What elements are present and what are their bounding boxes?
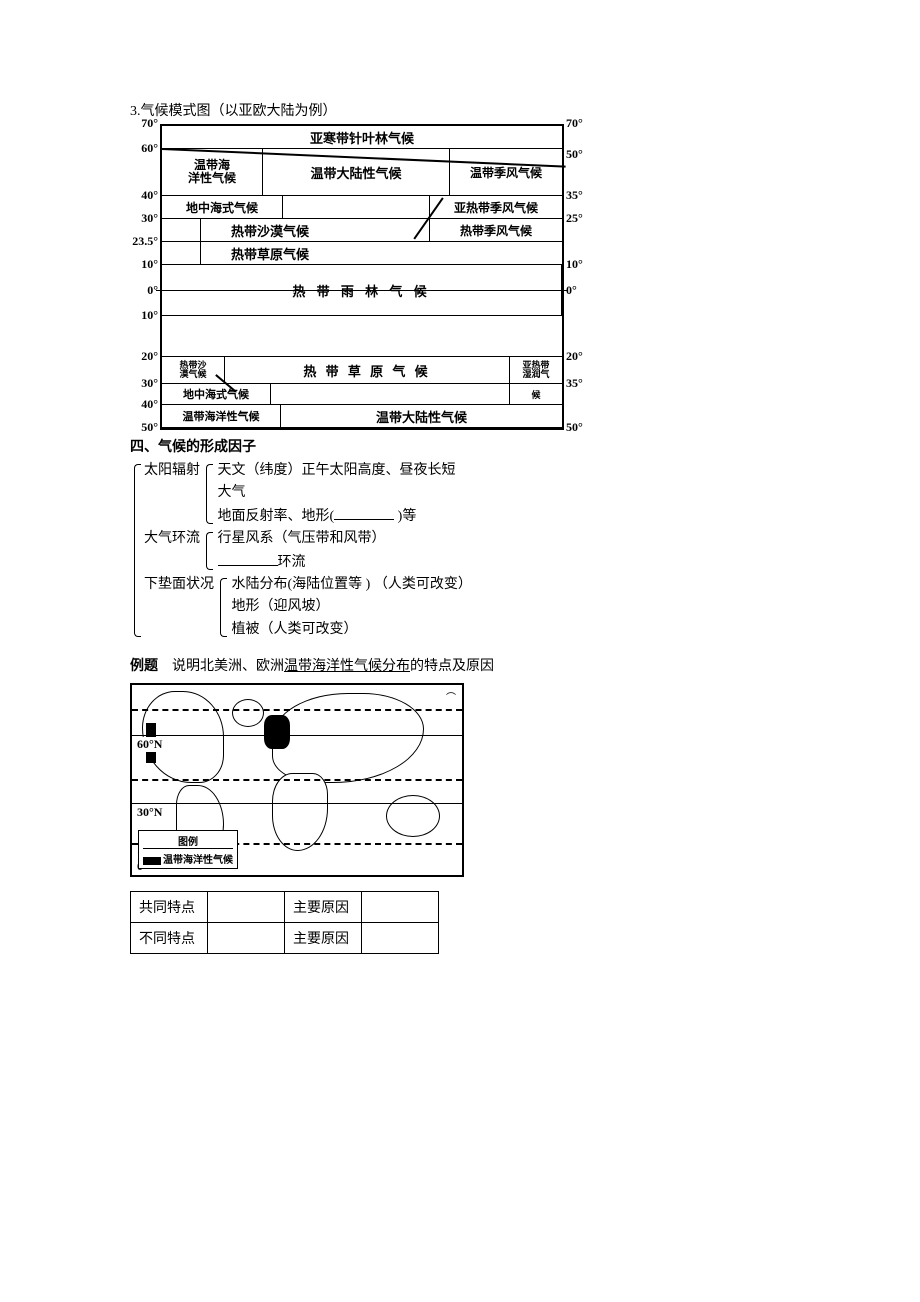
ytick-right: 70° bbox=[566, 116, 583, 131]
ytick-left: 30° bbox=[141, 211, 158, 226]
table-cell: 共同特点 bbox=[131, 892, 208, 923]
ytick-left: 10° bbox=[141, 308, 158, 323]
zone-label: 亚寒带针叶林气候 bbox=[162, 126, 562, 148]
zone-label: 温带季风气候 bbox=[450, 149, 562, 195]
zone-label: 热 带 草 原 气 候 bbox=[225, 357, 510, 383]
factor-label: 下垫面状况 bbox=[144, 577, 214, 592]
factor-label: 大气环流 bbox=[144, 531, 200, 546]
answer-table: 共同特点 主要原因 不同特点 主要原因 bbox=[130, 891, 439, 954]
ytick-right: 50° bbox=[566, 147, 583, 162]
example-text-underline: 温带海洋性气候分布 bbox=[284, 659, 410, 674]
ytick-left: 60° bbox=[141, 141, 158, 156]
table-cell: 主要原因 bbox=[285, 892, 362, 923]
table-row: 不同特点 主要原因 bbox=[131, 923, 439, 954]
ytick-right: 25° bbox=[566, 211, 583, 226]
zone-label: 亚热带季风气候 bbox=[429, 196, 562, 218]
zone-label: 漠气候 bbox=[179, 370, 206, 379]
legend-swatch bbox=[143, 857, 161, 865]
zone-label: 温带海洋性气候 bbox=[162, 405, 281, 427]
ytick-left: 70° bbox=[141, 116, 158, 131]
ytick-left: 40° bbox=[141, 188, 158, 203]
map-lat-label: 60°N bbox=[136, 737, 163, 752]
zone-label: 地中海式气候 bbox=[162, 384, 271, 404]
world-map: 60°N 30°N 0° 图例 温带海洋性气候 ⌒ bbox=[130, 683, 464, 877]
factors-block: 太阳辐射 天文（纬度）正午太阳高度、昼夜长短 大气 地面反射率、地形( )等 大… bbox=[130, 460, 800, 641]
zone-label: 湿润气 bbox=[522, 370, 549, 379]
ytick-right: 35° bbox=[566, 376, 583, 391]
ytick-left: 10° bbox=[141, 257, 158, 272]
zone-label: 候 bbox=[509, 384, 562, 404]
factor-label: 太阳辐射 bbox=[144, 463, 200, 478]
zone-label: 地中海式气候 bbox=[162, 196, 283, 218]
table-cell: 主要原因 bbox=[285, 923, 362, 954]
factor-item: 地面反射率、地形( bbox=[218, 509, 335, 524]
legend-title: 图例 bbox=[143, 833, 233, 849]
legend-item: 温带海洋性气候 bbox=[163, 855, 233, 866]
ytick-left: 50° bbox=[141, 420, 158, 435]
blank-input[interactable] bbox=[218, 551, 278, 566]
zone-label: 温带大陆性气候 bbox=[281, 405, 562, 427]
ytick-left: 30° bbox=[141, 376, 158, 391]
map-decor: ⌒ bbox=[446, 689, 456, 704]
ytick-right: 10° bbox=[566, 257, 583, 272]
factor-item: 天文（纬度）正午太阳高度、昼夜长短 bbox=[218, 460, 456, 482]
zone-label: 热带季风气候 bbox=[429, 219, 562, 241]
factor-item: 大气 bbox=[218, 482, 456, 504]
ytick-left: 23.5° bbox=[132, 234, 158, 249]
ytick-left: 20° bbox=[141, 349, 158, 364]
factor-item: )等 bbox=[394, 509, 416, 524]
factor-item: 行星风系（气压带和风带） bbox=[218, 528, 386, 550]
table-cell[interactable] bbox=[362, 923, 439, 954]
table-cell: 不同特点 bbox=[131, 923, 208, 954]
ytick-right: 35° bbox=[566, 188, 583, 203]
factor-item: 植被（人类可改变） bbox=[232, 619, 472, 641]
heading: 3.气候模式图（以亚欧大陆为例） bbox=[130, 100, 800, 120]
example-prompt: 例题 说明北美洲、欧洲温带海洋性气候分布的特点及原因 bbox=[130, 655, 800, 675]
factor-item: 地形（迎风坡） bbox=[232, 596, 472, 618]
map-legend: 图例 温带海洋性气候 bbox=[138, 830, 238, 869]
ytick-right: 50° bbox=[566, 420, 583, 435]
table-cell[interactable] bbox=[362, 892, 439, 923]
zone-label: 热带沙漠气候 bbox=[201, 219, 429, 241]
section-title: 四、气候的形成因子 bbox=[130, 436, 800, 456]
ytick-left: 40° bbox=[141, 397, 158, 412]
map-lat-label: 30°N bbox=[136, 805, 163, 820]
table-row: 共同特点 主要原因 bbox=[131, 892, 439, 923]
climate-diagram: 70° 70° 60° 亚寒带针叶林气候 50° 40° 温带海 洋性气候 温带… bbox=[160, 124, 564, 430]
zone-label: 热带草原气候 bbox=[201, 242, 454, 264]
example-text: 说明北美洲、欧洲 bbox=[172, 659, 284, 674]
factor-item: 水陆分布(海陆位置等 ) （人类可改变） bbox=[232, 574, 472, 596]
factor-item: 环流 bbox=[278, 555, 306, 570]
blank-input[interactable] bbox=[334, 505, 394, 520]
example-label: 例题 bbox=[130, 659, 158, 674]
zone-label: 洋性气候 bbox=[188, 172, 236, 185]
example-text: 的特点及原因 bbox=[410, 659, 494, 674]
table-cell[interactable] bbox=[208, 923, 285, 954]
ytick-right: 20° bbox=[566, 349, 583, 364]
table-cell[interactable] bbox=[208, 892, 285, 923]
